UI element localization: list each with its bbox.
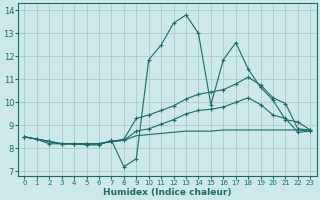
X-axis label: Humidex (Indice chaleur): Humidex (Indice chaleur) [103,188,232,197]
